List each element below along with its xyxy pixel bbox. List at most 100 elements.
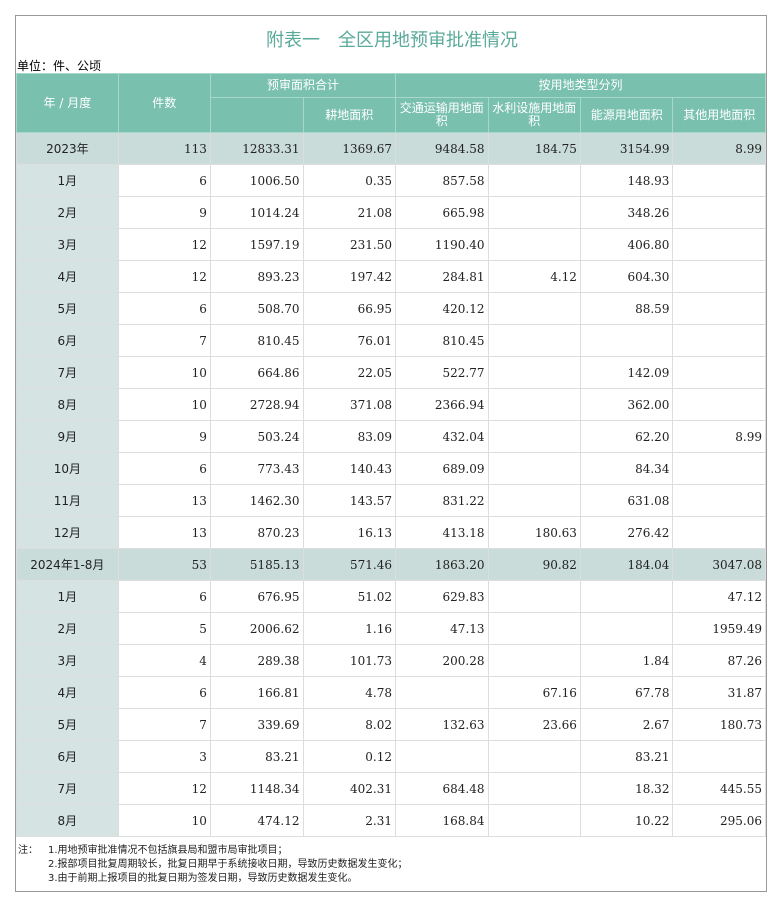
cell	[487, 388, 581, 421]
cell: 631.08	[579, 484, 674, 517]
table-row: 7月 10 664.86 22.05 522.77 142.09	[16, 356, 766, 389]
header-cell: 预审面积合计	[209, 73, 397, 98]
cell: 67.78	[579, 676, 674, 709]
cell: 9484.58	[395, 132, 489, 165]
cell: 7	[117, 324, 211, 357]
row-label: 8月	[16, 388, 119, 421]
cell	[672, 292, 766, 325]
table-body: 2023年 113 12833.31 1369.67 9484.58 184.75 3154…	[16, 132, 766, 837]
table-row: 7月 12 1148.34 402.31 684.48 18.32 445.55	[16, 772, 766, 805]
cell: 6	[117, 676, 211, 709]
cell: 231.50	[302, 228, 397, 261]
row-label: 9月	[16, 420, 119, 453]
cell: 4.78	[302, 676, 397, 709]
cell: 503.24	[209, 420, 304, 453]
cell: 7	[117, 708, 211, 741]
cell: 665.98	[395, 196, 489, 229]
cell: 571.46	[302, 548, 397, 581]
table-row: 8月 10 2728.94 371.08 2366.94 362.00	[16, 388, 766, 421]
cell	[487, 292, 581, 325]
cell	[672, 356, 766, 389]
header-cell: 件数	[117, 73, 211, 133]
cell	[487, 644, 581, 677]
row-label: 7月	[16, 356, 119, 389]
row-label: 2023年	[16, 132, 119, 165]
cell	[672, 388, 766, 421]
cell: 1597.19	[209, 228, 304, 261]
cell	[672, 740, 766, 773]
cell: 508.70	[209, 292, 304, 325]
cell: 10	[117, 388, 211, 421]
table-row: 10月 6 773.43 140.43 689.09 84.34	[16, 452, 766, 485]
table-row: 2月 9 1014.24 21.08 665.98 348.26	[16, 196, 766, 229]
table-row: 9月 9 503.24 83.09 432.04 62.20 8.99	[16, 420, 766, 453]
cell: 184.04	[579, 548, 674, 581]
header-cell: 交通运输用地面积	[395, 97, 489, 133]
cell: 47.12	[672, 580, 766, 613]
table-row: 6月 7 810.45 76.01 810.45	[16, 324, 766, 357]
table-row: 4月 12 893.23 197.42 284.81 4.12 604.30	[16, 260, 766, 293]
cell	[672, 164, 766, 197]
cell: 1.84	[579, 644, 674, 677]
cell: 10	[117, 804, 211, 837]
table-row: 12月 13 870.23 16.13 413.18 180.63 276.42	[16, 516, 766, 549]
cell	[487, 804, 581, 837]
header-cell: 水利设施用地面积	[487, 97, 581, 133]
cell: 4	[117, 644, 211, 677]
cell: 142.09	[579, 356, 674, 389]
cell: 62.20	[579, 420, 674, 453]
cell: 0.35	[302, 164, 397, 197]
cell: 831.22	[395, 484, 489, 517]
row-label: 11月	[16, 484, 119, 517]
cell: 184.75	[487, 132, 581, 165]
row-label: 5月	[16, 292, 119, 325]
header-cell	[209, 97, 304, 133]
notes-list: 1.用地预审批准情况不包括旗县局和盟市局审批项目； 2.报部项目批复周期较长，批复…	[48, 844, 408, 886]
cell: 66.95	[302, 292, 397, 325]
cell	[487, 452, 581, 485]
cell: 689.09	[395, 452, 489, 485]
cell: 1014.24	[209, 196, 304, 229]
cell: 810.45	[209, 324, 304, 357]
cell: 31.87	[672, 676, 766, 709]
cell: 9	[117, 196, 211, 229]
header-cell: 按用地类型分列	[395, 73, 766, 98]
cell: 402.31	[302, 772, 397, 805]
cell: 23.66	[487, 708, 581, 741]
cell: 445.55	[672, 772, 766, 805]
cell: 200.28	[395, 644, 489, 677]
cell: 3154.99	[579, 132, 674, 165]
table-row: 8月 10 474.12 2.31 168.84 10.22 295.06	[16, 804, 766, 837]
cell: 2366.94	[395, 388, 489, 421]
cell: 8.99	[672, 420, 766, 453]
cell: 113	[117, 132, 211, 165]
cell: 1.16	[302, 612, 397, 645]
cell: 406.80	[579, 228, 674, 261]
cell: 348.26	[579, 196, 674, 229]
table-row: 3月 12 1597.19 231.50 1190.40 406.80	[16, 228, 766, 261]
cell	[395, 676, 489, 709]
row-label: 6月	[16, 324, 119, 357]
cell: 53	[117, 548, 211, 581]
cell	[395, 740, 489, 773]
cell: 629.83	[395, 580, 489, 613]
cell: 83.21	[209, 740, 304, 773]
cell: 2.31	[302, 804, 397, 837]
cell: 289.38	[209, 644, 304, 677]
cell: 83.21	[579, 740, 674, 773]
cell: 6	[117, 580, 211, 613]
table-row: 5月 7 339.69 8.02 132.63 23.66 2.67 180.73	[16, 708, 766, 741]
table-row: 6月 3 83.21 0.12 83.21	[16, 740, 766, 773]
cell	[579, 324, 674, 357]
cell: 12	[117, 772, 211, 805]
cell: 8.99	[672, 132, 766, 165]
cell: 1190.40	[395, 228, 489, 261]
title: 附表一 全区用地预审批准情况	[266, 30, 518, 51]
cell: 604.30	[579, 260, 674, 293]
cell: 140.43	[302, 452, 397, 485]
cell: 6	[117, 164, 211, 197]
cell	[487, 324, 581, 357]
cell: 10.22	[579, 804, 674, 837]
cell: 21.08	[302, 196, 397, 229]
